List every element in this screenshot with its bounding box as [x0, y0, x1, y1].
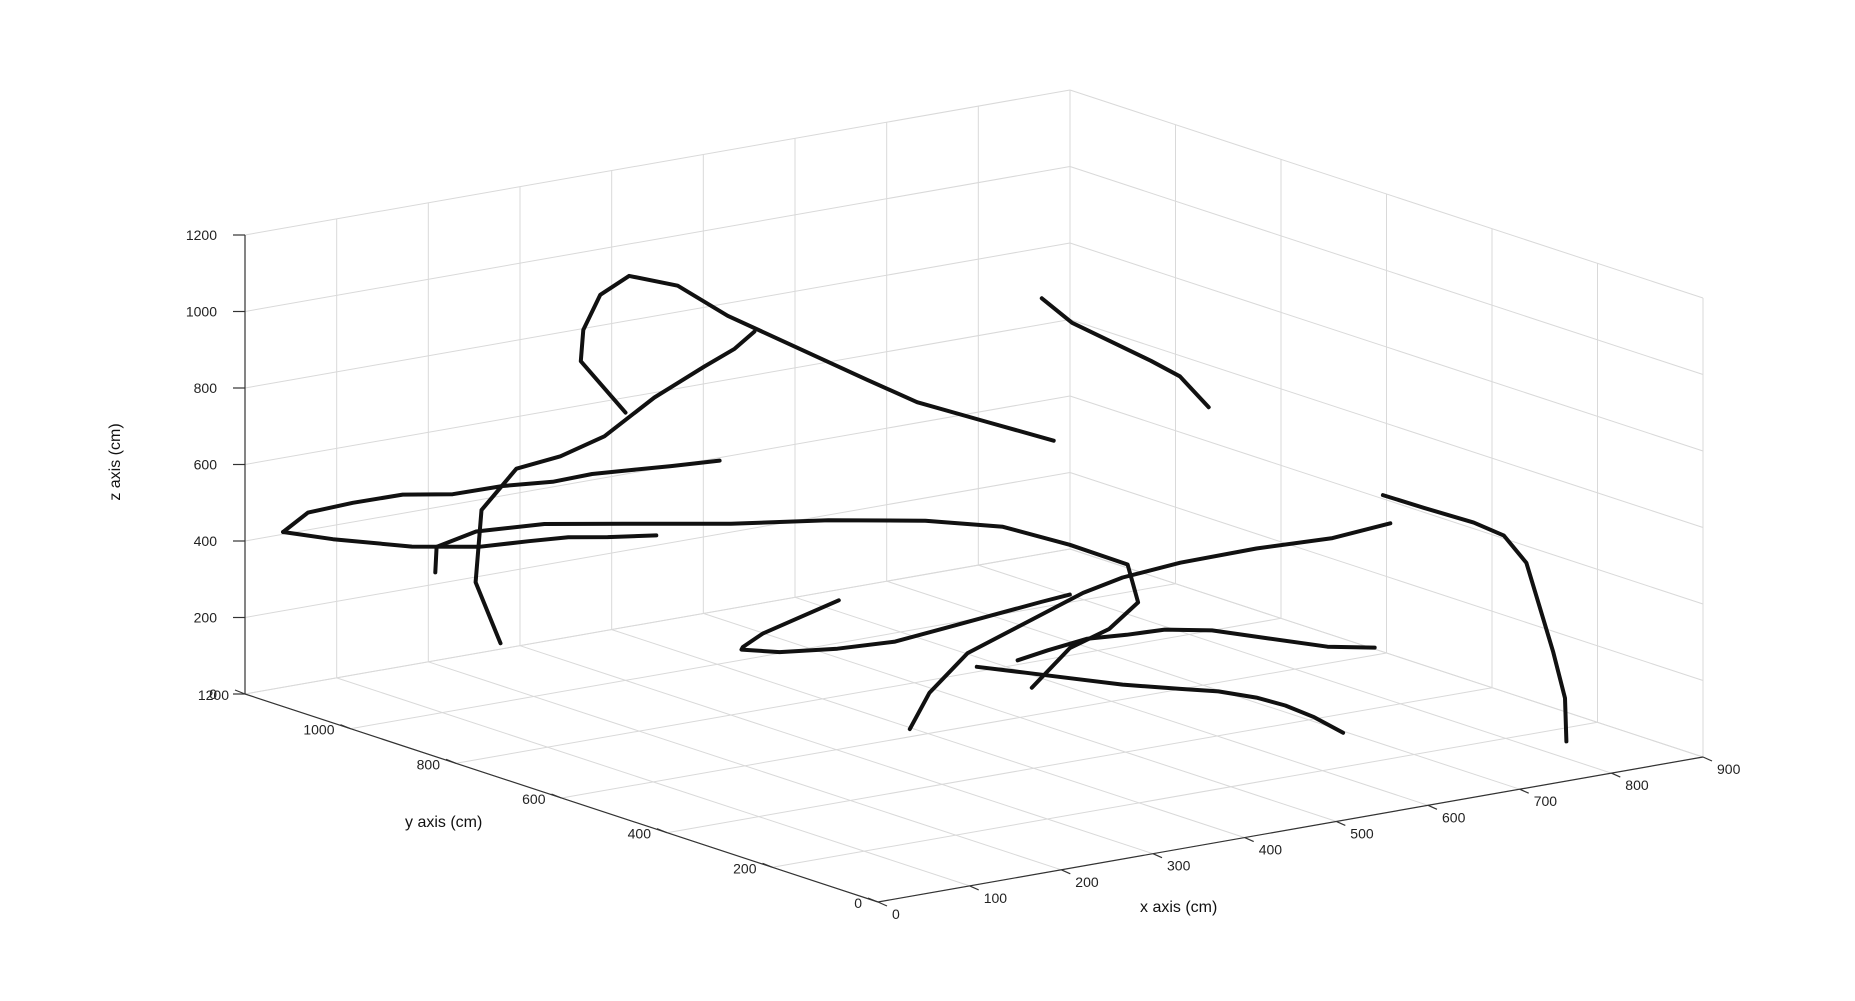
x-tick-mark	[1611, 772, 1621, 778]
x-tick-label: 200	[1075, 874, 1099, 890]
x-tick-label: 500	[1350, 825, 1374, 841]
x-tick-label: 900	[1717, 761, 1741, 777]
z-tick-label: 200	[194, 610, 218, 626]
trajectory-line	[1380, 493, 1569, 744]
trajectory-line	[1015, 627, 1377, 663]
z-tick-label: 600	[194, 457, 218, 473]
floor-grid-line	[455, 617, 1282, 764]
x-tick-label: 0	[892, 906, 900, 922]
back-wall-grid-line	[244, 472, 1071, 618]
x-tick-label: 800	[1625, 777, 1649, 793]
trajectory-layer	[281, 273, 1569, 744]
y-tick-mark	[762, 862, 773, 868]
back-wall-grid-line	[244, 548, 1071, 695]
floor-grid-line	[350, 583, 1176, 730]
trajectory-line	[281, 530, 659, 549]
side-wall-grid-line	[1069, 242, 1704, 452]
back-wall-grid-line	[244, 242, 1071, 389]
y-tick-mark	[656, 828, 668, 834]
x-tick-mark	[1702, 756, 1713, 762]
side-wall-grid-line	[1069, 548, 1704, 758]
y-tick-mark	[234, 689, 246, 695]
z-tick-label: 800	[194, 380, 218, 396]
y-tick-label: 0	[854, 895, 862, 911]
tick-label-layer: 0 100 200 300 400 500 600 700 800 900 0 200 400 600 80…	[186, 227, 1741, 922]
side-wall-grid-line	[1069, 166, 1704, 375]
side-wall-grid-line	[1069, 395, 1704, 605]
x-tick-mark	[1519, 788, 1529, 794]
z-tick-label: 0	[209, 686, 217, 702]
trajectory-line	[281, 458, 722, 534]
x-tick-label: 400	[1259, 842, 1283, 858]
z-axis-title: z axis (cm)	[107, 423, 124, 500]
x-tick-mark	[1244, 837, 1254, 843]
x-tick-mark	[1427, 804, 1438, 810]
floor-grid-line	[561, 652, 1387, 799]
z-tick-label: 1000	[186, 304, 217, 320]
trajectory-line	[578, 273, 1056, 443]
x-tick-mark	[969, 885, 979, 891]
trajectory-line	[473, 329, 757, 646]
trajectory-line	[1039, 296, 1211, 410]
floor-grid-line	[666, 687, 1493, 834]
x-tick-label: 300	[1167, 858, 1191, 874]
x-tick-label: 100	[984, 890, 1008, 906]
y-tick-label: 400	[628, 826, 652, 842]
y-tick-label: 200	[733, 860, 757, 876]
x-axis-title: x axis (cm)	[1140, 899, 1217, 916]
axis-layer	[233, 234, 1713, 907]
x-tick-mark	[1336, 820, 1346, 826]
y-tick-label: 1000	[303, 722, 334, 738]
z-tick-label: 400	[194, 533, 218, 549]
x-tick-mark	[1152, 853, 1163, 859]
x-axis-line	[877, 756, 1704, 903]
y-tick-mark	[340, 724, 351, 730]
x-tick-label: 600	[1442, 809, 1466, 825]
side-wall-grid-line	[1069, 472, 1704, 681]
y-axis-title: y axis (cm)	[405, 814, 482, 831]
y-tick-label: 600	[522, 791, 546, 807]
trajectory-line	[739, 592, 1072, 655]
side-wall-grid-line	[1069, 89, 1704, 299]
y-tick-mark	[551, 793, 562, 799]
z-tick-label: 1200	[186, 227, 217, 243]
side-wall-grid-line	[1069, 319, 1704, 528]
back-wall-grid-line	[244, 166, 1071, 312]
back-wall-grid-line	[244, 319, 1071, 465]
trajectory-line	[433, 518, 1141, 690]
x-tick-mark	[1061, 869, 1071, 875]
x-tick-label: 700	[1534, 793, 1558, 809]
grid-layer	[244, 89, 1704, 903]
y-tick-label: 1200	[198, 687, 229, 703]
x-tick-mark	[877, 901, 888, 907]
trajectory-line	[974, 664, 1346, 735]
trajectory-line	[907, 521, 1393, 732]
floor-grid-line	[772, 721, 1598, 868]
y-tick-label: 800	[417, 756, 441, 772]
back-wall-grid-line	[244, 89, 1071, 236]
y-tick-mark	[445, 758, 457, 764]
y-tick-mark	[867, 897, 879, 903]
